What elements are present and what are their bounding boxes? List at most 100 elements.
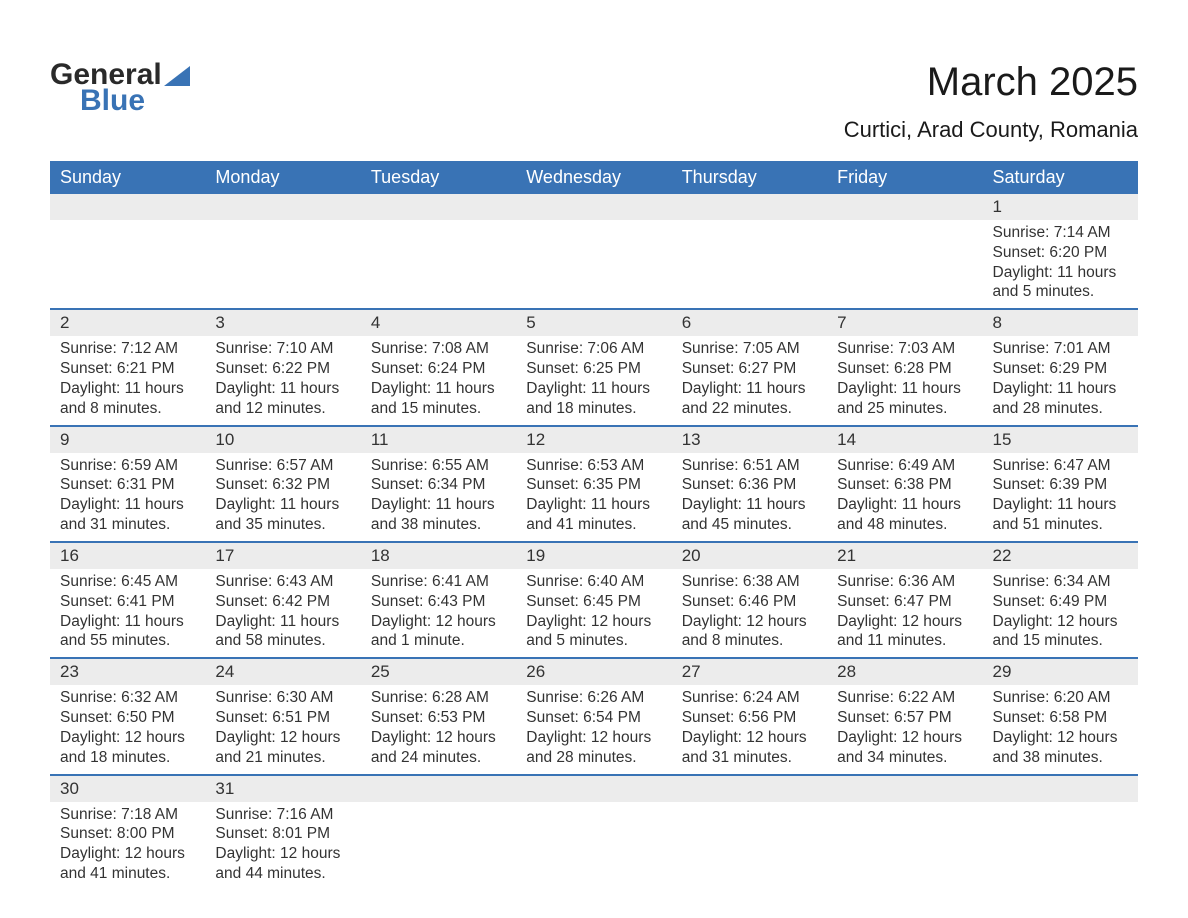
day-info-line: Sunrise: 7:01 AM xyxy=(993,339,1128,359)
day-content-cell: Sunrise: 7:14 AMSunset: 6:20 PMDaylight:… xyxy=(983,220,1138,309)
day-info-line: Sunset: 6:54 PM xyxy=(526,708,661,728)
day-content-cell: Sunrise: 7:06 AMSunset: 6:25 PMDaylight:… xyxy=(516,336,671,425)
day-info-line: Daylight: 11 hours and 28 minutes. xyxy=(993,379,1128,419)
day-number-cell xyxy=(827,194,982,220)
day-info-line: Daylight: 12 hours and 24 minutes. xyxy=(371,728,506,768)
day-info-line: Sunset: 6:35 PM xyxy=(526,475,661,495)
day-info-line: Daylight: 12 hours and 21 minutes. xyxy=(215,728,350,768)
day-info-line: Sunrise: 6:28 AM xyxy=(371,688,506,708)
day-info-line: Daylight: 11 hours and 41 minutes. xyxy=(526,495,661,535)
weekday-header: Monday xyxy=(205,161,360,194)
day-info-line: Daylight: 12 hours and 18 minutes. xyxy=(60,728,195,768)
day-info-line: Sunrise: 6:43 AM xyxy=(215,572,350,592)
day-content-cell xyxy=(50,220,205,309)
weekday-header: Thursday xyxy=(672,161,827,194)
day-content-cell: Sunrise: 7:16 AMSunset: 8:01 PMDaylight:… xyxy=(205,802,360,890)
day-info-line: Sunset: 6:46 PM xyxy=(682,592,817,612)
daynum-row: 16171819202122 xyxy=(50,542,1138,569)
day-number-cell xyxy=(205,194,360,220)
day-info-line: Daylight: 11 hours and 8 minutes. xyxy=(60,379,195,419)
day-info-line: Sunrise: 7:10 AM xyxy=(215,339,350,359)
day-info-line: Daylight: 11 hours and 25 minutes. xyxy=(837,379,972,419)
day-info-line: Sunrise: 6:55 AM xyxy=(371,456,506,476)
day-info-line: Sunset: 6:36 PM xyxy=(682,475,817,495)
day-number-cell: 25 xyxy=(361,658,516,685)
day-number-cell: 26 xyxy=(516,658,671,685)
day-info-line: Sunset: 6:51 PM xyxy=(215,708,350,728)
day-number-cell: 31 xyxy=(205,775,360,802)
day-content-cell xyxy=(361,802,516,890)
weekday-header: Sunday xyxy=(50,161,205,194)
day-number-cell: 18 xyxy=(361,542,516,569)
day-content-cell xyxy=(983,802,1138,890)
day-info-line: Sunset: 6:57 PM xyxy=(837,708,972,728)
day-info-line: Sunrise: 7:18 AM xyxy=(60,805,195,825)
day-content-cell: Sunrise: 7:10 AMSunset: 6:22 PMDaylight:… xyxy=(205,336,360,425)
day-info-line: Sunrise: 7:12 AM xyxy=(60,339,195,359)
day-number-cell: 5 xyxy=(516,309,671,336)
day-info-line: Sunrise: 7:16 AM xyxy=(215,805,350,825)
daynum-row: 1 xyxy=(50,194,1138,220)
day-info-line: Daylight: 12 hours and 8 minutes. xyxy=(682,612,817,652)
day-info-line: Sunset: 6:22 PM xyxy=(215,359,350,379)
day-info-line: Sunset: 6:21 PM xyxy=(60,359,195,379)
day-info-line: Daylight: 11 hours and 35 minutes. xyxy=(215,495,350,535)
day-info-line: Sunset: 6:24 PM xyxy=(371,359,506,379)
day-number-cell xyxy=(50,194,205,220)
day-content-cell: Sunrise: 6:41 AMSunset: 6:43 PMDaylight:… xyxy=(361,569,516,658)
day-info-line: Sunset: 6:25 PM xyxy=(526,359,661,379)
day-info-line: Sunset: 6:47 PM xyxy=(837,592,972,612)
day-number-cell: 23 xyxy=(50,658,205,685)
day-info-line: Daylight: 12 hours and 11 minutes. xyxy=(837,612,972,652)
day-number-cell xyxy=(361,194,516,220)
day-info-line: Sunset: 6:58 PM xyxy=(993,708,1128,728)
day-info-line: Sunrise: 7:05 AM xyxy=(682,339,817,359)
day-content-cell: Sunrise: 7:03 AMSunset: 6:28 PMDaylight:… xyxy=(827,336,982,425)
day-info-line: Sunrise: 6:22 AM xyxy=(837,688,972,708)
day-content-cell xyxy=(672,802,827,890)
day-info-line: Sunset: 6:20 PM xyxy=(993,243,1128,263)
day-content-cell xyxy=(516,802,671,890)
day-info-line: Sunrise: 6:51 AM xyxy=(682,456,817,476)
day-number-cell: 9 xyxy=(50,426,205,453)
day-info-line: Sunrise: 6:49 AM xyxy=(837,456,972,476)
day-info-line: Sunrise: 6:45 AM xyxy=(60,572,195,592)
day-number-cell: 30 xyxy=(50,775,205,802)
day-info-line: Daylight: 12 hours and 1 minute. xyxy=(371,612,506,652)
day-info-line: Sunset: 6:56 PM xyxy=(682,708,817,728)
day-info-line: Sunset: 6:39 PM xyxy=(993,475,1128,495)
day-number-cell xyxy=(516,194,671,220)
day-content-cell: Sunrise: 6:45 AMSunset: 6:41 PMDaylight:… xyxy=(50,569,205,658)
content-row: Sunrise: 7:14 AMSunset: 6:20 PMDaylight:… xyxy=(50,220,1138,309)
location-subtitle: Curtici, Arad County, Romania xyxy=(844,117,1138,143)
day-info-line: Sunrise: 6:36 AM xyxy=(837,572,972,592)
day-number-cell: 21 xyxy=(827,542,982,569)
daynum-row: 3031 xyxy=(50,775,1138,802)
day-number-cell: 19 xyxy=(516,542,671,569)
day-info-line: Daylight: 11 hours and 31 minutes. xyxy=(60,495,195,535)
day-info-line: Sunrise: 6:57 AM xyxy=(215,456,350,476)
day-info-line: Sunrise: 6:24 AM xyxy=(682,688,817,708)
day-content-cell xyxy=(205,220,360,309)
day-content-cell: Sunrise: 6:30 AMSunset: 6:51 PMDaylight:… xyxy=(205,685,360,774)
weekday-header: Tuesday xyxy=(361,161,516,194)
day-content-cell: Sunrise: 6:26 AMSunset: 6:54 PMDaylight:… xyxy=(516,685,671,774)
content-row: Sunrise: 6:32 AMSunset: 6:50 PMDaylight:… xyxy=(50,685,1138,774)
day-content-cell: Sunrise: 6:47 AMSunset: 6:39 PMDaylight:… xyxy=(983,453,1138,542)
day-info-line: Daylight: 11 hours and 58 minutes. xyxy=(215,612,350,652)
day-content-cell: Sunrise: 6:32 AMSunset: 6:50 PMDaylight:… xyxy=(50,685,205,774)
daynum-row: 2345678 xyxy=(50,309,1138,336)
day-number-cell: 3 xyxy=(205,309,360,336)
day-number-cell: 15 xyxy=(983,426,1138,453)
day-info-line: Daylight: 12 hours and 31 minutes. xyxy=(682,728,817,768)
day-info-line: Sunrise: 7:06 AM xyxy=(526,339,661,359)
day-info-line: Sunset: 6:49 PM xyxy=(993,592,1128,612)
day-number-cell: 22 xyxy=(983,542,1138,569)
day-number-cell: 27 xyxy=(672,658,827,685)
day-info-line: Sunrise: 6:47 AM xyxy=(993,456,1128,476)
logo-triangle-icon xyxy=(164,66,190,86)
day-number-cell: 24 xyxy=(205,658,360,685)
day-content-cell: Sunrise: 6:43 AMSunset: 6:42 PMDaylight:… xyxy=(205,569,360,658)
day-info-line: Sunset: 6:43 PM xyxy=(371,592,506,612)
day-number-cell: 16 xyxy=(50,542,205,569)
